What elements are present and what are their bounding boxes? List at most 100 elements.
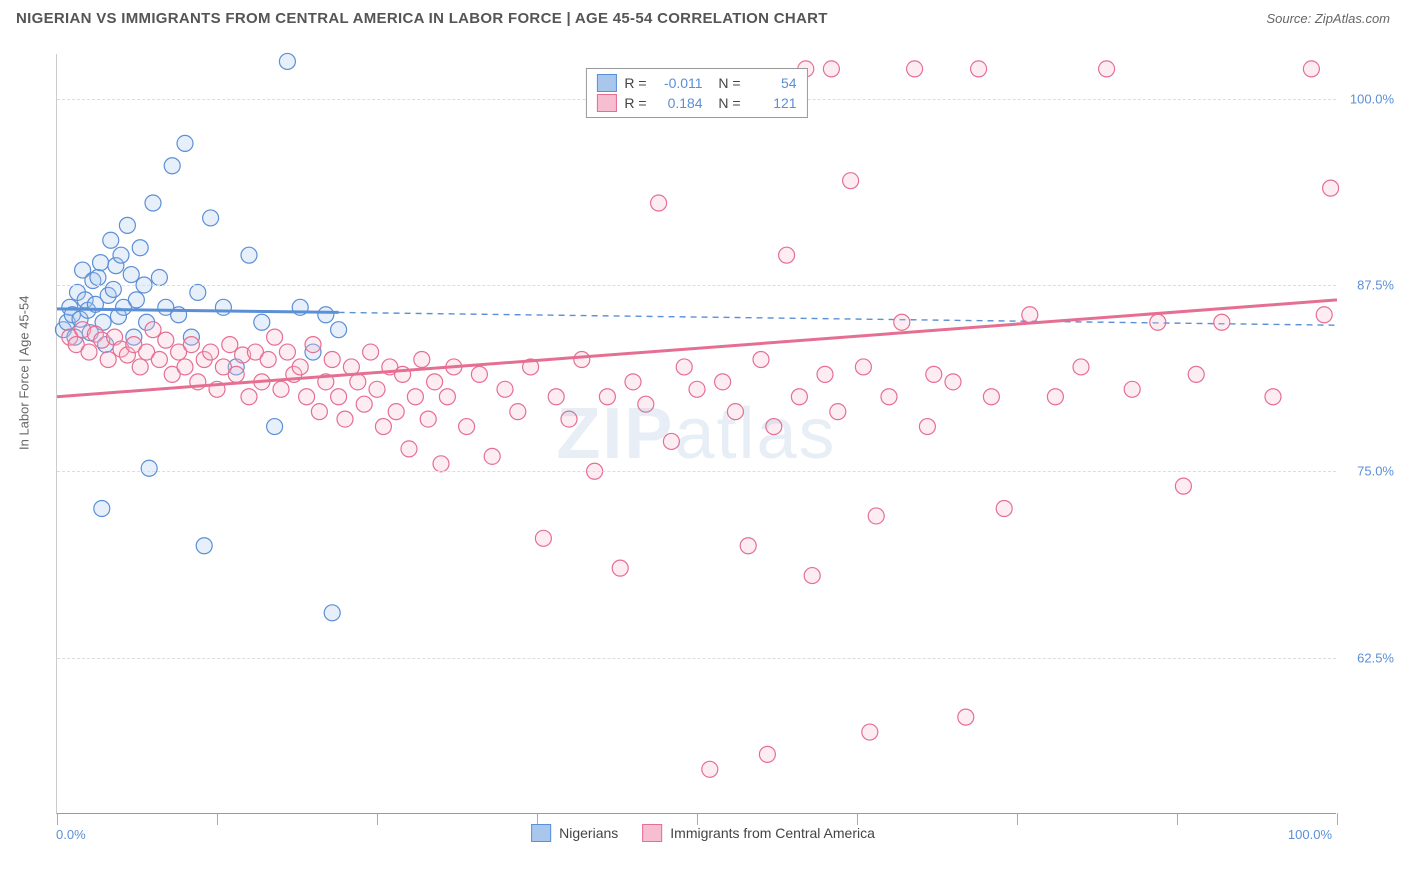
point-central_america	[337, 411, 353, 427]
point-central_america	[638, 396, 654, 412]
point-nigerians	[254, 314, 270, 330]
point-central_america	[1099, 61, 1115, 77]
x-tick	[57, 813, 58, 825]
point-central_america	[1265, 389, 1281, 405]
point-central_america	[81, 344, 97, 360]
point-central_america	[996, 501, 1012, 517]
swatch-nigerians	[596, 74, 616, 92]
point-central_america	[369, 381, 385, 397]
point-central_america	[260, 351, 276, 367]
point-central_america	[324, 351, 340, 367]
legend-label-central_america: Immigrants from Central America	[670, 825, 875, 841]
point-central_america	[766, 419, 782, 435]
point-central_america	[689, 381, 705, 397]
point-central_america	[363, 344, 379, 360]
n-label: N =	[711, 95, 741, 111]
source-attribution: Source: ZipAtlas.com	[1266, 11, 1390, 26]
point-central_america	[804, 568, 820, 584]
point-central_america	[222, 337, 238, 353]
point-central_america	[843, 173, 859, 189]
point-central_america	[983, 389, 999, 405]
point-central_america	[862, 724, 878, 740]
stats-row-central_america: R =0.184 N =121	[596, 93, 796, 113]
point-nigerians	[119, 217, 135, 233]
point-central_america	[203, 344, 219, 360]
point-central_america	[292, 359, 308, 375]
point-central_america	[388, 404, 404, 420]
point-central_america	[971, 61, 987, 77]
point-nigerians	[318, 307, 334, 323]
point-central_america	[894, 314, 910, 330]
point-central_america	[1323, 180, 1339, 196]
point-central_america	[625, 374, 641, 390]
x-axis-max-label: 100.0%	[1288, 827, 1332, 842]
point-central_america	[676, 359, 692, 375]
point-central_america	[1022, 307, 1038, 323]
r-value-nigerians: -0.011	[655, 75, 703, 91]
r-label: R =	[624, 75, 646, 91]
chart-container: In Labor Force | Age 45-54 ZIPatlas R =-…	[16, 40, 1390, 860]
point-nigerians	[215, 299, 231, 315]
bottom-legend: Nigerians Immigrants from Central America	[531, 824, 875, 842]
point-central_america	[459, 419, 475, 435]
point-central_america	[855, 359, 871, 375]
point-central_america	[1150, 314, 1166, 330]
point-central_america	[830, 404, 846, 420]
point-nigerians	[145, 195, 161, 211]
point-central_america	[331, 389, 347, 405]
point-central_america	[868, 508, 884, 524]
point-central_america	[228, 366, 244, 382]
point-central_america	[1316, 307, 1332, 323]
point-central_america	[299, 389, 315, 405]
point-central_america	[471, 366, 487, 382]
x-tick	[1337, 813, 1338, 825]
legend-item-nigerians: Nigerians	[531, 824, 618, 842]
point-central_america	[881, 389, 897, 405]
point-central_america	[356, 396, 372, 412]
point-central_america	[1175, 478, 1191, 494]
y-tick-label: 100.0%	[1350, 91, 1394, 106]
point-nigerians	[90, 270, 106, 286]
chart-title: NIGERIAN VS IMMIGRANTS FROM CENTRAL AMER…	[16, 10, 828, 27]
point-nigerians	[196, 538, 212, 554]
point-central_america	[279, 344, 295, 360]
point-nigerians	[241, 247, 257, 263]
point-central_america	[958, 709, 974, 725]
point-central_america	[273, 381, 289, 397]
point-central_america	[702, 761, 718, 777]
r-label: R =	[624, 95, 646, 111]
stats-legend-box: R =-0.011 N =54R =0.184 N =121	[585, 68, 807, 118]
point-central_america	[727, 404, 743, 420]
point-nigerians	[141, 460, 157, 476]
point-nigerians	[177, 135, 193, 151]
point-nigerians	[123, 267, 139, 283]
point-nigerians	[151, 270, 167, 286]
scatter-svg	[57, 54, 1336, 813]
point-central_america	[791, 389, 807, 405]
swatch-central_america	[596, 94, 616, 112]
point-nigerians	[190, 284, 206, 300]
n-label: N =	[711, 75, 741, 91]
point-central_america	[267, 329, 283, 345]
point-central_america	[817, 366, 833, 382]
x-axis-min-label: 0.0%	[56, 827, 86, 842]
point-nigerians	[105, 281, 121, 297]
point-central_america	[945, 374, 961, 390]
x-tick	[217, 813, 218, 825]
x-tick	[377, 813, 378, 825]
point-central_america	[919, 419, 935, 435]
point-nigerians	[128, 292, 144, 308]
point-central_america	[439, 389, 455, 405]
point-nigerians	[94, 501, 110, 517]
point-central_america	[1073, 359, 1089, 375]
point-central_america	[510, 404, 526, 420]
point-central_america	[612, 560, 628, 576]
point-nigerians	[164, 158, 180, 174]
point-central_america	[907, 61, 923, 77]
point-central_america	[151, 351, 167, 367]
legend-label-nigerians: Nigerians	[559, 825, 618, 841]
point-nigerians	[331, 322, 347, 338]
point-central_america	[100, 351, 116, 367]
legend-item-central_america: Immigrants from Central America	[642, 824, 875, 842]
stats-row-nigerians: R =-0.011 N =54	[596, 73, 796, 93]
